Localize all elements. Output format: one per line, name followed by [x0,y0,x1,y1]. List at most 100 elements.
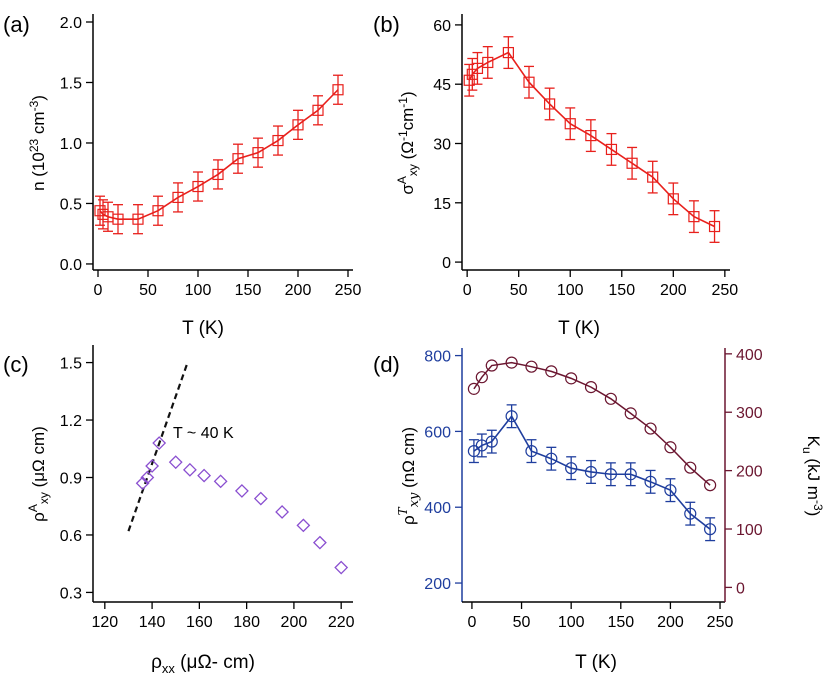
panel-b-sigma-point [482,56,494,69]
panel-b-ytick-label: 60 [433,18,451,35]
panel-d: (d) ρTxy (nΩ cm) Ku (kJ m-3) T (K) 0 50 10… [373,347,825,673]
panel-c-xtick-label: 140 [139,614,166,631]
panel-c-ytick-label: 1.2 [60,413,82,430]
panel-b-ytick-label: 30 [433,137,451,154]
panel-d-rho-point [704,523,717,536]
panel-d-xtick-label: 100 [558,614,585,631]
panel-c-rho-point [197,468,212,483]
panel-a-xtick-label: 0 [94,282,103,299]
panel-c-rho-point [168,455,183,470]
panel-c-rho-point [275,505,290,519]
panel-a-ytick-label: 1.5 [60,75,82,92]
panel-b-ytick-label: 45 [433,77,451,94]
panel-a-n-point [94,205,106,217]
panel-b-xtick-label: 150 [608,282,635,299]
panel-d-ytick-label-right: 0 [736,580,745,597]
panel-d-rho-point [545,452,558,465]
panel-b-xlabel: T (K) [558,318,600,339]
panel-a: (a) n (1023 cm-3) T (K) 0 50 100 150 200 250 0… [3,12,361,339]
panel-a-n-point [272,134,284,147]
panel-d-ku-point [475,371,488,384]
panel-c-annotation: T ~ 40 K [173,425,234,442]
panel-a-ytick-label: 0.0 [60,257,82,274]
panel-d-rho-point [604,468,617,481]
panel-b-xtick-label: 0 [463,282,472,299]
panel-a-ytick-label: 1.0 [60,136,82,153]
panel-d-xtick-label: 50 [513,614,531,631]
panel-d-ku-point [565,372,578,385]
panel-d-rho-point [485,435,498,448]
panel-c-xtick-label: 160 [186,614,213,631]
panel-b-xtick-label: 100 [557,282,584,299]
panel-d-rho-point [664,484,677,497]
panel-d-ytick-label-right: 100 [736,522,763,539]
panel-a-xtick-label: 100 [185,282,212,299]
panel-d-ku-line [473,361,711,486]
panel-c-rho-point [140,470,155,485]
panel-a-n-point [152,205,164,217]
panel-a-n-point [172,191,184,204]
panel-c-label: (c) [3,352,29,377]
panel-b-sigma-point [647,171,659,183]
panel-b-sigma-point [585,129,597,142]
panel-d-rho-point [505,410,518,423]
panel-d-rho-point [565,462,578,475]
panel-c-rho-point [213,474,228,489]
panel-c-xtick-label: 120 [91,614,118,631]
panel-b-sigma-point [502,46,514,59]
panel-b-xtick-label: 50 [510,282,528,299]
panel-d-rho-point [584,465,598,479]
panel-b-ylabel: σAxy (Ω-1cm-1) [395,91,420,194]
panel-d-ku-point [624,407,637,420]
panel-a-n-point [212,168,224,181]
panel-d-xlabel: T (K) [575,652,617,673]
panel-d-rho-point [644,475,657,488]
panel-a-n-point [332,84,344,96]
panel-c-ylabel: ρAxy (μΩ cm) [26,426,51,522]
panel-a-n-point [252,147,264,159]
panel-d-xtick-label: 0 [467,614,476,631]
panel-c-xlabel: ρxx (μΩ- cm) [151,652,255,676]
panel-c-rho-point [135,476,150,491]
panel-c-ytick-label: 0.9 [60,471,82,488]
panel-d-ytick-label: 400 [424,500,451,517]
panel-c-rho-point [334,560,349,575]
panel-b-sigma-point [564,118,576,130]
panel-d-ku-point [505,356,518,369]
panel-d-ku-point [644,422,657,435]
panel-d-ku-point [545,365,558,378]
panel-b: (b) σAxy (Ω-1cm-1) T (K) 0 50 100 150 200 250… [373,12,738,339]
panel-d-ylabel-left: ρTxy (nΩ cm) [396,427,422,525]
panel-b-xtick-label: 250 [711,282,738,299]
panel-c-xtick-label: 220 [328,614,355,631]
panel-d-ku-point [525,360,538,373]
panel-b-ytick-label: 15 [433,196,451,213]
panel-a-ylabel: n (1023 cm-3) [27,95,48,191]
panel-c-rho-point [145,459,160,473]
panel-c-rho-point [152,436,167,450]
panel-a-n-point [112,213,124,225]
panel-c-fit-line [127,362,189,532]
panel-d-xtick-label: 150 [607,614,634,631]
panel-b-sigma-point [708,220,721,233]
panel-c-ytick-label: 0.3 [60,585,82,602]
panel-a-ytick-label: 0.5 [60,196,82,213]
panel-c-rho-point [296,518,311,533]
panel-a-xlabel: T (K) [182,318,224,339]
panel-a-xtick-label: 250 [335,282,362,299]
panel-c-rho-point [253,491,268,506]
panel-d-rho-point [525,445,538,458]
panel-b-sigma-point [667,193,679,205]
panel-a-ytick-label: 2.0 [60,15,82,32]
panel-b-sigma-point [523,76,535,88]
panel-c-rho-point [182,462,197,477]
panel-d-rho-point [467,445,481,458]
panel-a-xtick-label: 50 [139,282,157,299]
panel-b-sigma-line [468,51,715,228]
panel-d-xtick-label: 200 [657,614,684,631]
panel-a-n-line [99,89,339,220]
panel-b-sigma-point [544,98,556,110]
panel-a-n-point [132,213,144,225]
panel-d-rho-point [624,468,637,481]
panel-a-n-point [312,104,324,116]
